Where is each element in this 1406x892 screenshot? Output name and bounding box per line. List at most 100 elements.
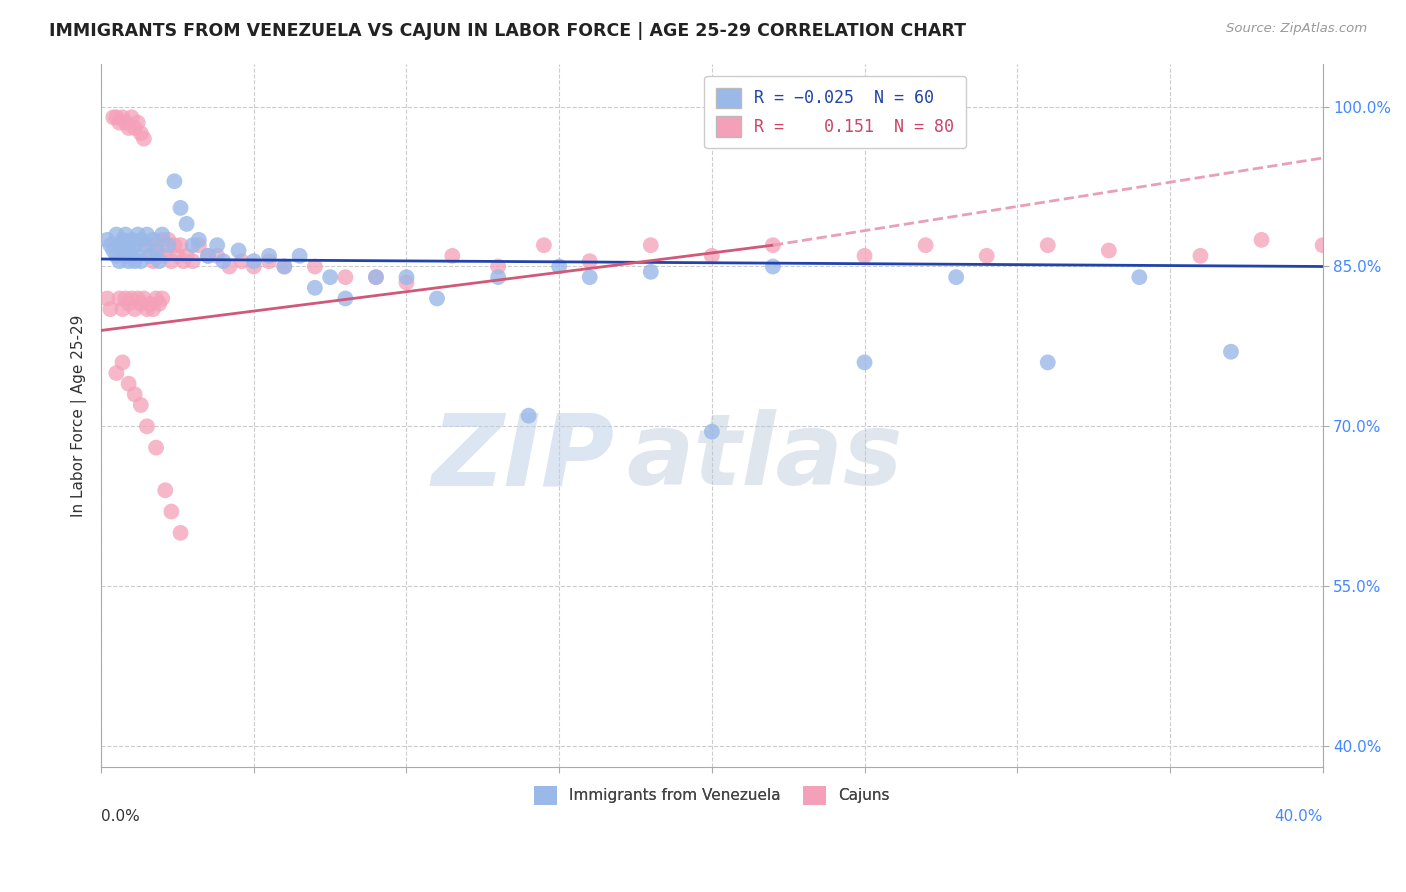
- Point: [148, 249, 170, 263]
- Point: [257, 249, 280, 263]
- Point: [139, 249, 162, 263]
- Point: [173, 254, 195, 268]
- Point: [853, 249, 876, 263]
- Point: [486, 260, 509, 274]
- Point: [163, 238, 186, 252]
- Point: [426, 292, 449, 306]
- Point: [205, 249, 228, 263]
- Point: [1036, 238, 1059, 252]
- Point: [117, 238, 139, 252]
- Point: [335, 292, 357, 306]
- Point: [124, 387, 146, 401]
- Point: [111, 244, 134, 258]
- Point: [169, 201, 191, 215]
- Point: [160, 254, 183, 268]
- Point: [157, 238, 180, 252]
- Legend: Immigrants from Venezuela, Cajuns: Immigrants from Venezuela, Cajuns: [526, 779, 897, 813]
- Point: [197, 249, 219, 263]
- Point: [96, 292, 118, 306]
- Point: [364, 270, 387, 285]
- Point: [129, 297, 152, 311]
- Point: [105, 227, 128, 242]
- Point: [108, 116, 131, 130]
- Point: [121, 249, 143, 263]
- Point: [853, 355, 876, 369]
- Point: [124, 120, 146, 135]
- Point: [105, 111, 128, 125]
- Point: [111, 233, 134, 247]
- Point: [700, 249, 723, 263]
- Point: [114, 249, 136, 263]
- Text: 40.0%: 40.0%: [1274, 809, 1323, 824]
- Point: [395, 270, 418, 285]
- Point: [1312, 238, 1334, 252]
- Point: [136, 419, 159, 434]
- Point: [117, 120, 139, 135]
- Point: [640, 238, 662, 252]
- Point: [486, 270, 509, 285]
- Point: [150, 233, 173, 247]
- Point: [187, 233, 209, 247]
- Point: [117, 297, 139, 311]
- Point: [243, 254, 266, 268]
- Point: [132, 292, 155, 306]
- Point: [124, 238, 146, 252]
- Point: [169, 238, 191, 252]
- Point: [136, 227, 159, 242]
- Point: [155, 249, 177, 263]
- Point: [139, 297, 162, 311]
- Point: [129, 126, 152, 140]
- Point: [139, 249, 162, 263]
- Point: [335, 270, 357, 285]
- Point: [145, 292, 167, 306]
- Point: [136, 238, 159, 252]
- Point: [129, 254, 152, 268]
- Point: [127, 227, 149, 242]
- Text: IMMIGRANTS FROM VENEZUELA VS CAJUN IN LABOR FORCE | AGE 25-29 CORRELATION CHART: IMMIGRANTS FROM VENEZUELA VS CAJUN IN LA…: [49, 22, 966, 40]
- Point: [114, 292, 136, 306]
- Point: [231, 254, 253, 268]
- Point: [228, 244, 250, 258]
- Point: [111, 302, 134, 317]
- Point: [142, 233, 165, 247]
- Point: [441, 249, 464, 263]
- Point: [148, 254, 170, 268]
- Point: [127, 249, 149, 263]
- Point: [142, 302, 165, 317]
- Point: [1036, 355, 1059, 369]
- Point: [145, 244, 167, 258]
- Point: [169, 525, 191, 540]
- Point: [121, 292, 143, 306]
- Point: [762, 238, 785, 252]
- Point: [103, 111, 125, 125]
- Point: [111, 355, 134, 369]
- Point: [176, 217, 198, 231]
- Point: [1098, 244, 1121, 258]
- Point: [1189, 249, 1212, 263]
- Point: [132, 238, 155, 252]
- Point: [132, 131, 155, 145]
- Point: [1250, 233, 1272, 247]
- Point: [288, 249, 311, 263]
- Point: [548, 260, 571, 274]
- Point: [127, 116, 149, 130]
- Point: [1128, 270, 1150, 285]
- Point: [700, 425, 723, 439]
- Point: [319, 270, 342, 285]
- Point: [145, 238, 167, 252]
- Point: [176, 249, 198, 263]
- Point: [945, 270, 967, 285]
- Point: [117, 254, 139, 268]
- Point: [114, 116, 136, 130]
- Point: [124, 254, 146, 268]
- Point: [976, 249, 998, 263]
- Point: [127, 292, 149, 306]
- Point: [136, 302, 159, 317]
- Point: [111, 111, 134, 125]
- Point: [103, 244, 125, 258]
- Point: [181, 238, 204, 252]
- Point: [181, 254, 204, 268]
- Point: [155, 483, 177, 498]
- Point: [218, 260, 240, 274]
- Point: [150, 227, 173, 242]
